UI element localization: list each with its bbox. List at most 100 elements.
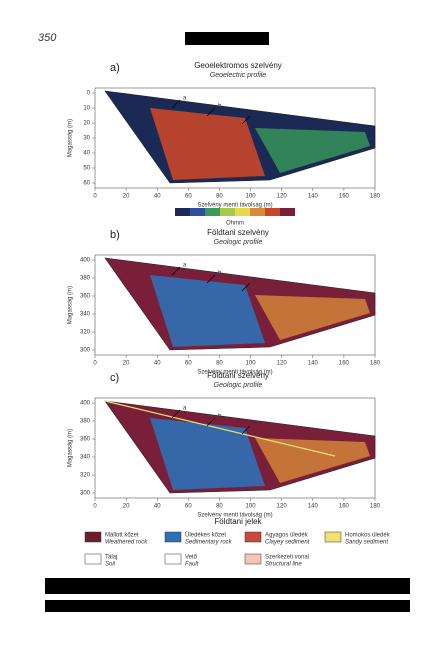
legend-note: Sandy sediment bbox=[345, 540, 388, 546]
profile-zone bbox=[255, 438, 370, 483]
y-tick-label: 20 bbox=[83, 121, 90, 127]
x-tick-label: 60 bbox=[185, 361, 192, 367]
colorbar-cell bbox=[205, 208, 220, 216]
legend-swatch bbox=[164, 531, 182, 543]
marker-arrow bbox=[206, 274, 216, 284]
marker-arrow bbox=[171, 409, 181, 419]
y-tick-label: 60 bbox=[83, 181, 90, 187]
marker-arrow bbox=[206, 107, 216, 117]
legend-swatch bbox=[244, 553, 262, 565]
y-tick-label: 320 bbox=[80, 473, 91, 479]
profile-zone bbox=[150, 418, 265, 490]
legend-swatch bbox=[164, 553, 182, 565]
marker-label: b bbox=[218, 414, 222, 420]
marker-label: b bbox=[218, 104, 222, 110]
legend-note: Fault bbox=[185, 562, 199, 568]
marker-label: c bbox=[253, 279, 256, 285]
y-tick-label: 30 bbox=[83, 136, 90, 142]
x-tick-label: 20 bbox=[123, 361, 130, 367]
y-tick-label: 0 bbox=[87, 91, 91, 97]
marker-label: c bbox=[253, 422, 256, 428]
y-tick-label: 10 bbox=[83, 106, 90, 112]
marker-label: a bbox=[183, 406, 187, 412]
legend-name: Mállott kőzet bbox=[105, 533, 139, 539]
colorbar-cell bbox=[250, 208, 265, 216]
panel-label: c) bbox=[110, 372, 119, 384]
y-tick-label: 340 bbox=[80, 312, 91, 318]
marker-arrow bbox=[241, 282, 251, 292]
redaction bbox=[45, 600, 410, 612]
surface-line bbox=[104, 400, 336, 457]
x-tick-label: 180 bbox=[370, 361, 381, 367]
legend-name: Agyagos üledék bbox=[265, 533, 309, 539]
y-tick-label: 300 bbox=[80, 348, 91, 354]
x-tick-label: 40 bbox=[154, 504, 161, 510]
x-tick-label: 80 bbox=[216, 361, 223, 367]
legend-note: Sedimentary rock bbox=[185, 540, 233, 546]
panel-subtitle: Geologic profile bbox=[214, 382, 263, 389]
legend-title: Földtani jelek bbox=[214, 517, 262, 526]
legend-note: Clayey sediment bbox=[265, 540, 310, 546]
legend-swatch bbox=[84, 553, 102, 565]
x-tick-label: 0 bbox=[93, 504, 97, 510]
y-tick-label: 400 bbox=[80, 258, 91, 264]
x-tick-label: 60 bbox=[185, 194, 192, 200]
legend-name: Talaj bbox=[105, 555, 117, 561]
colorbar-label: Ohmm bbox=[226, 221, 244, 227]
y-tick-label: 300 bbox=[80, 491, 91, 497]
panel-subtitle: Geologic profile bbox=[214, 239, 263, 246]
marker-label: b bbox=[218, 271, 222, 277]
page-number: 350 bbox=[38, 32, 57, 44]
y-tick-label: 340 bbox=[80, 455, 91, 461]
y-tick-label: 50 bbox=[83, 166, 90, 172]
x-tick-label: 120 bbox=[277, 504, 288, 510]
colorbar-cell bbox=[175, 208, 190, 216]
x-tick-label: 80 bbox=[216, 504, 223, 510]
profile-zone bbox=[255, 295, 370, 340]
x-tick-label: 80 bbox=[216, 194, 223, 200]
x-axis-label: Szelvény menti távolság (m) bbox=[197, 513, 272, 519]
colorbar-cell bbox=[235, 208, 250, 216]
legend-swatch bbox=[84, 531, 102, 543]
colorbar-cell bbox=[265, 208, 280, 216]
profile-zone bbox=[150, 108, 265, 180]
legend-name: Homokos üledék bbox=[345, 533, 391, 539]
panel-title: Geoelektromos szelvény bbox=[194, 61, 282, 70]
marker-arrow bbox=[171, 99, 181, 109]
y-axis-label: Magasság (m) bbox=[68, 286, 74, 324]
panel-subtitle: Geoelectric profile bbox=[210, 72, 267, 79]
x-tick-label: 160 bbox=[339, 361, 350, 367]
y-axis-label: Magasság (m) bbox=[68, 429, 74, 467]
colorbar-cell bbox=[280, 208, 295, 216]
marker-label: a bbox=[183, 263, 187, 269]
x-tick-label: 120 bbox=[277, 361, 288, 367]
x-tick-label: 0 bbox=[93, 194, 97, 200]
redaction bbox=[45, 578, 410, 594]
marker-arrow bbox=[241, 425, 251, 435]
legend-swatch bbox=[324, 531, 342, 543]
profile-zone bbox=[255, 128, 370, 173]
x-tick-label: 0 bbox=[93, 361, 97, 367]
x-tick-label: 160 bbox=[339, 504, 350, 510]
x-tick-label: 40 bbox=[154, 194, 161, 200]
y-tick-label: 400 bbox=[80, 401, 91, 407]
marker-label: a bbox=[183, 96, 187, 102]
legend-name: Vető bbox=[185, 555, 198, 561]
x-tick-label: 160 bbox=[339, 194, 350, 200]
legend-name: Üledékes kőzet bbox=[185, 532, 226, 539]
marker-arrow bbox=[206, 417, 216, 427]
marker-arrow bbox=[171, 266, 181, 276]
legend-name: Szerkezeti vonal bbox=[265, 555, 309, 561]
panel-label: b) bbox=[110, 229, 120, 241]
legend-swatch bbox=[244, 531, 262, 543]
x-tick-label: 140 bbox=[308, 361, 319, 367]
x-axis-label: Szelvény menti távolság (m) bbox=[197, 203, 272, 209]
panel-title: Földtani szelvény bbox=[207, 371, 269, 380]
x-tick-label: 100 bbox=[246, 361, 257, 367]
y-tick-label: 40 bbox=[83, 151, 90, 157]
panel-title: Földtani szelvény bbox=[207, 228, 269, 237]
x-tick-label: 20 bbox=[123, 504, 130, 510]
x-axis-label: Szelvény menti távolság (m) bbox=[197, 370, 272, 376]
x-tick-label: 120 bbox=[277, 194, 288, 200]
